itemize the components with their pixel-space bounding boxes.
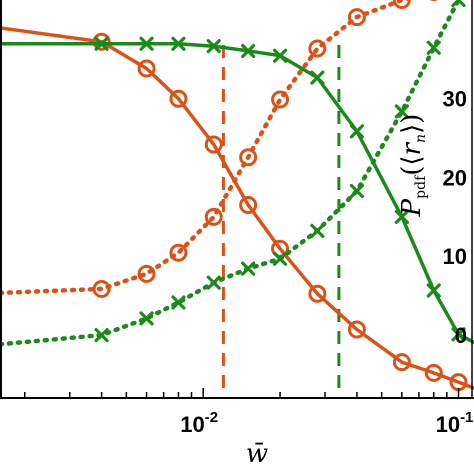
series-3-point xyxy=(394,209,409,225)
series-3-point xyxy=(171,36,186,51)
series-3-point xyxy=(349,124,365,139)
series-3 xyxy=(0,36,474,345)
series-2-point xyxy=(271,90,290,109)
series-2-point xyxy=(204,207,223,226)
series-3-point xyxy=(241,43,256,59)
series-3-line xyxy=(0,42,474,345)
series-2-point xyxy=(392,0,411,9)
series-1-point xyxy=(169,89,188,108)
series-4-point xyxy=(241,261,256,276)
x-tick-exponent: -1 xyxy=(460,409,473,426)
series-1-point xyxy=(137,59,156,78)
series-3-point xyxy=(272,48,288,63)
y-right-tick-labels: 30 20 10 0 xyxy=(443,87,467,348)
series-3-point xyxy=(139,36,154,51)
y-right-axis-label: Ppdf(⟨rn⟩) xyxy=(397,114,429,218)
series-4-point xyxy=(94,328,109,343)
series-1-line xyxy=(0,26,474,390)
series-1-point xyxy=(204,135,223,154)
threshold-lines xyxy=(221,45,341,398)
series-group xyxy=(0,0,474,392)
label-p: P xyxy=(397,198,427,217)
series-3-point xyxy=(310,70,325,85)
x-tick-label: 10-2 xyxy=(180,409,218,437)
series-2-point xyxy=(308,39,327,58)
series-3-point xyxy=(426,283,441,298)
label-r: r xyxy=(397,141,427,155)
series-4-point xyxy=(310,223,325,238)
series-4-point xyxy=(349,183,365,199)
series-2-point xyxy=(347,8,366,27)
series-2-point xyxy=(92,279,111,298)
series-1-point xyxy=(92,32,111,51)
y-right-tick-label: 0 xyxy=(455,323,467,348)
label-close: ⟩) xyxy=(397,114,427,134)
axes xyxy=(0,0,474,399)
series-4-point xyxy=(451,0,466,8)
series-4-point xyxy=(171,295,186,310)
series-2-point xyxy=(137,264,156,283)
series-3-point xyxy=(206,39,221,54)
label-sub-pdf: pdf xyxy=(413,174,429,199)
series-3-point xyxy=(451,327,466,342)
x-tick-exponent: -2 xyxy=(205,409,218,426)
label-sub-n: n xyxy=(413,134,429,143)
series-1-point xyxy=(308,284,327,303)
y-right-tick-label: 20 xyxy=(443,165,467,190)
series-1-point xyxy=(424,363,443,382)
x-tick-base: 10 xyxy=(180,412,204,437)
series-3-point xyxy=(94,36,109,51)
y-right-axis-label-text: Ppdf(⟨rn⟩) xyxy=(397,114,429,218)
x-axis-label: w̄ xyxy=(246,439,268,469)
series-4-point xyxy=(394,104,409,119)
y-right-tick-label: 10 xyxy=(443,244,467,269)
x-tick-base: 10 xyxy=(436,412,460,437)
series-4-point xyxy=(426,40,441,55)
series-4-point xyxy=(139,311,154,326)
y-right-tick-label: 30 xyxy=(443,87,467,112)
series-1-point xyxy=(392,353,411,372)
series-2-point xyxy=(169,243,188,262)
plot-area xyxy=(0,0,474,399)
series-4-point xyxy=(272,251,288,266)
series-2-point xyxy=(239,148,258,167)
series-1-point xyxy=(239,195,258,214)
series-4 xyxy=(0,0,466,347)
x-tick-label: 10-1 xyxy=(436,409,474,437)
x-tick-labels: 10-2 10-1 xyxy=(180,409,473,437)
series-1-point xyxy=(347,320,366,339)
series-2 xyxy=(0,0,438,298)
label-open: (⟨ xyxy=(397,155,427,175)
series-4-point xyxy=(206,275,221,290)
